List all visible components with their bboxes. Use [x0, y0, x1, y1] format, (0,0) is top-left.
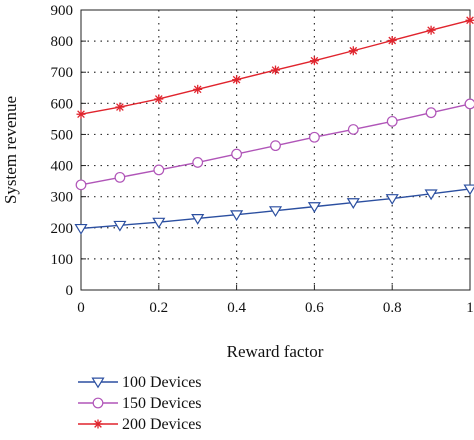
- data-point: [386, 115, 398, 127]
- data-point: [307, 202, 321, 214]
- data-point: [347, 124, 359, 135]
- legend-entry: 100 Devices: [78, 374, 202, 391]
- data-point: [309, 131, 320, 143]
- data-point: [270, 140, 281, 152]
- legend-marker: [93, 419, 103, 429]
- data-point: [425, 107, 437, 119]
- data-point: [346, 198, 360, 209]
- x-axis-label: Reward factor: [227, 342, 324, 361]
- legend-marker: [91, 377, 105, 389]
- y-tick-label: 200: [51, 221, 74, 237]
- y-tick-label: 400: [51, 159, 74, 175]
- data-point: [113, 220, 127, 232]
- data-point: [387, 35, 397, 45]
- legend-entry: 150 Devices: [78, 395, 202, 412]
- legend-entry: 200 Devices: [78, 416, 202, 433]
- series-1: [74, 184, 474, 235]
- y-tick-label: 800: [51, 34, 74, 50]
- data-point: [75, 179, 87, 191]
- data-point: [465, 15, 474, 25]
- x-tick-label: 0.8: [383, 300, 402, 316]
- data-point: [309, 56, 319, 66]
- data-point: [268, 206, 283, 218]
- data-point: [348, 46, 358, 56]
- data-point: [115, 102, 125, 112]
- data-point: [232, 75, 242, 85]
- data-point: [74, 223, 88, 235]
- y-tick-label: 500: [51, 127, 74, 143]
- data-point: [463, 184, 474, 196]
- y-tick-label: 100: [51, 252, 74, 268]
- data-point: [271, 65, 280, 75]
- data-point: [230, 210, 244, 222]
- series-3: [76, 15, 474, 119]
- x-tick-label: 0.6: [305, 300, 324, 316]
- data-point: [152, 217, 166, 229]
- x-tick-label: 0.4: [227, 300, 246, 316]
- series-2: [75, 98, 474, 191]
- x-tick-label: 0.2: [149, 300, 168, 316]
- data-point: [154, 94, 164, 104]
- series-layer: [74, 15, 474, 235]
- y-tick-label: 0: [66, 283, 74, 299]
- plot-border: [80, 9, 471, 291]
- data-point: [193, 84, 203, 94]
- data-point: [76, 109, 86, 119]
- data-point: [114, 171, 126, 183]
- data-point: [385, 194, 399, 205]
- y-tick-label: 900: [51, 3, 74, 19]
- data-point: [192, 157, 204, 168]
- data-point: [426, 25, 436, 35]
- y-tick-label: 700: [51, 65, 74, 81]
- y-axis-label: System revenue: [1, 96, 20, 204]
- x-axis: 0 0.2 0.4 0.6 0.8 1: [77, 285, 474, 316]
- y-axis: 0 100 200 300 400 500 600 700 800 900: [51, 3, 470, 299]
- legend-label: 150 Devices: [122, 395, 202, 412]
- x-tick-label: 0: [77, 300, 85, 316]
- data-point: [464, 98, 474, 110]
- x-tick-label: 1: [466, 300, 474, 316]
- legend: 100 Devices 150 Devices 200 Devices: [78, 374, 202, 433]
- data-point: [231, 148, 243, 160]
- y-tick-label: 600: [51, 96, 74, 112]
- data-point: [153, 164, 165, 176]
- legend-marker: [92, 397, 104, 409]
- plot-area: [80, 9, 471, 291]
- data-point: [424, 189, 438, 201]
- data-point: [191, 213, 205, 225]
- legend-label: 200 Devices: [122, 416, 202, 433]
- y-tick-label: 300: [51, 190, 74, 206]
- legend-label: 100 Devices: [122, 374, 202, 391]
